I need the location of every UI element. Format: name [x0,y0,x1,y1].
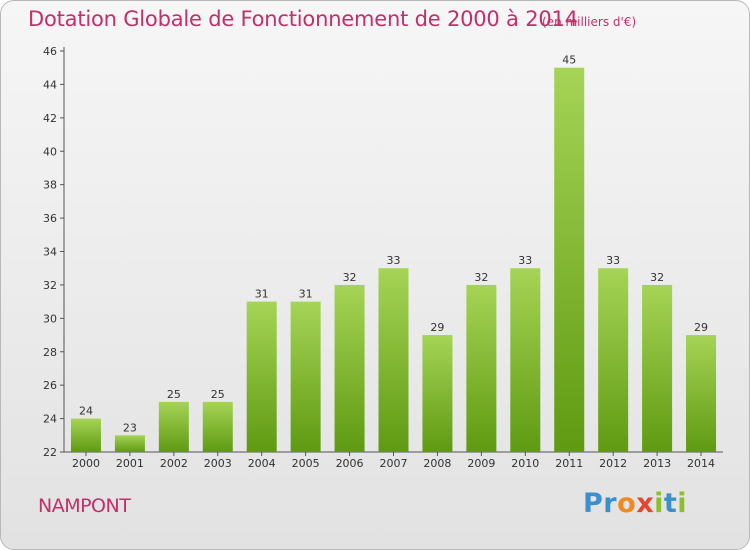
bars [70,67,717,452]
bar [378,268,409,452]
data-label: 24 [79,405,93,418]
x-tick-label: 2008 [423,457,451,470]
x-tick-label: 2002 [160,457,188,470]
x-tick-label: 2005 [292,457,320,470]
x-tick-label: 2006 [336,457,364,470]
y-tick-label: 44 [43,78,57,91]
data-label: 33 [606,254,620,267]
y-tick-label: 28 [43,346,57,359]
logo-letter: r [603,488,618,519]
commune-name: NAMPONT [38,495,131,517]
x-tick-label: 2003 [204,457,232,470]
bar [158,401,189,452]
y-tick-label: 32 [43,279,57,292]
chart-title: Dotation Globale de Fonctionnement de 20… [28,7,578,31]
logo-letter: i [677,488,688,519]
data-label: 33 [387,254,401,267]
data-label: 31 [299,288,313,301]
logo-letter: x [636,488,655,519]
y-tick-label: 24 [43,413,57,426]
bar [70,418,101,452]
data-label: 45 [562,54,576,67]
axes: 22 24 26 28 30 32 34 36 38 40 42 44 46 2000 2001 2002 20… [43,45,723,470]
y-tick-label: 40 [43,145,57,158]
x-tick-label: 2013 [643,457,671,470]
logo-letter: o [617,488,637,519]
bar [290,301,321,452]
data-label: 33 [518,254,532,267]
bar [466,284,497,452]
data-label: 25 [167,388,181,401]
proxiti-logo: Proxiti [583,488,687,519]
x-tick-label: 2001 [116,457,144,470]
bar [510,268,541,452]
data-label: 32 [650,271,664,284]
bar [334,284,365,452]
y-tick-label: 22 [43,446,57,459]
y-tick-label: 46 [43,45,57,58]
data-label: 32 [343,271,357,284]
bar [422,335,453,452]
x-tick-label: 2012 [599,457,627,470]
y-tick-label: 42 [43,112,57,125]
bar [114,435,145,452]
labels: 24 23 25 25 31 31 32 33 29 32 33 45 33 32 29 [79,54,708,435]
logo-letter: i [654,488,664,519]
x-tick-label: 2007 [380,457,408,470]
data-label: 29 [694,321,708,334]
data-label: 23 [123,421,137,434]
x-tick-label: 2011 [555,457,583,470]
x-tick-label: 2014 [687,457,715,470]
bar [554,67,585,452]
data-label: 29 [430,321,444,334]
bar [598,268,629,452]
data-label: 32 [474,271,488,284]
unit-note: (en milliers d'€) [542,15,637,29]
logo-letter: P [583,488,604,519]
bar [246,301,277,452]
x-tick-label: 2004 [248,457,276,470]
y-tick-label: 34 [43,246,57,259]
x-tick-label: 2010 [511,457,539,470]
x-tick-label: 2000 [72,457,100,470]
data-label: 31 [255,288,269,301]
bar [202,401,233,452]
data-label: 25 [211,388,225,401]
bar [686,335,717,452]
y-tick-label: 30 [43,312,57,325]
y-tick-label: 36 [43,212,57,225]
logo-letter: t [663,488,678,519]
x-tick-label: 2009 [467,457,495,470]
bar [642,284,673,452]
y-tick-label: 38 [43,179,57,192]
y-tick-label: 26 [43,379,57,392]
